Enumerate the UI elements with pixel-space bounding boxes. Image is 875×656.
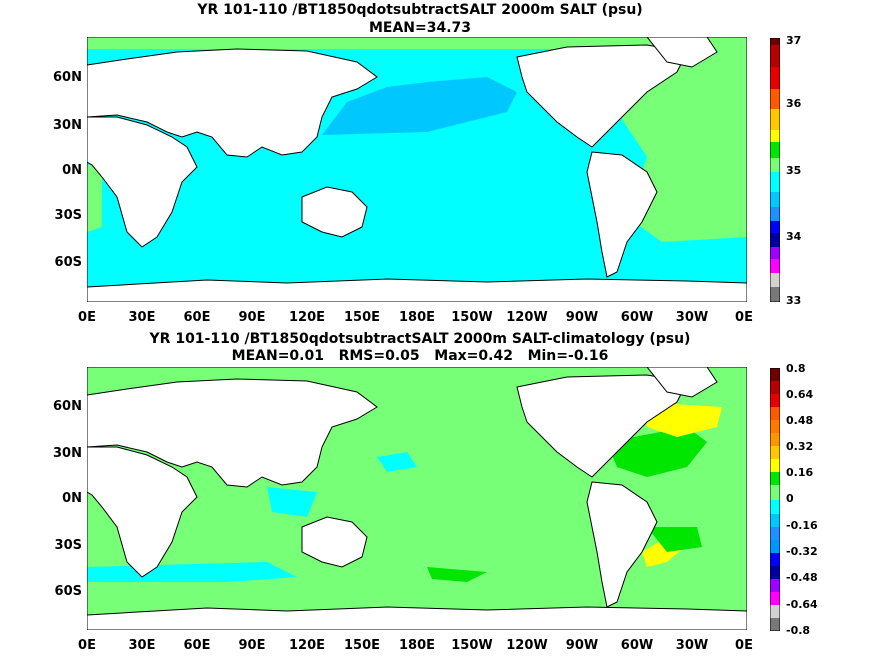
panel2-cb-0.16: 0.16 bbox=[786, 466, 814, 479]
panel1-south-america bbox=[586, 151, 658, 278]
panel1-lon-180e: 180E bbox=[398, 310, 436, 325]
panel1-lon-120e: 120E bbox=[288, 310, 326, 325]
panel2-lon-150w: 150W bbox=[451, 638, 493, 653]
panel2-lon-30w: 30W bbox=[675, 638, 709, 653]
panel1-cb-37: 37 bbox=[786, 34, 802, 47]
panel1-arctic-region bbox=[87, 37, 747, 49]
panel2-lat-60n: 60N bbox=[53, 399, 82, 414]
panel2-subtitle: MEAN=0.01 RMS=0.05 Max=0.42 Min=-0.16 bbox=[231, 348, 609, 364]
panel2-lon-30e: 30E bbox=[128, 638, 156, 653]
panel2-lon-60w: 60W bbox=[620, 638, 654, 653]
panel2-title: YR 101-110 /BT1850qdotsubtractSALT 2000m… bbox=[149, 331, 691, 347]
panel1-cb-35: 35 bbox=[786, 164, 802, 177]
panel2-map bbox=[87, 367, 747, 630]
panel2-antarctica bbox=[87, 606, 747, 630]
panel2-lon-120w: 120W bbox=[506, 638, 548, 653]
panel2-lon-120e: 120E bbox=[288, 638, 326, 653]
panel1-lon-150e: 150E bbox=[343, 310, 381, 325]
panel2-land bbox=[87, 367, 747, 630]
panel1-lon-60w: 60W bbox=[620, 310, 654, 325]
panel2-south-america bbox=[586, 481, 658, 608]
panel2-cb-neg0.8: -0.8 bbox=[786, 624, 811, 637]
panel2-lon-180e: 180E bbox=[398, 638, 436, 653]
panel2-lat-60s: 60S bbox=[54, 584, 82, 599]
panel2-eurasia bbox=[87, 378, 378, 488]
panel1-lon-90e: 90E bbox=[238, 310, 266, 325]
panel1-eurasia bbox=[87, 48, 378, 158]
panel1-lon-90w: 90W bbox=[565, 310, 599, 325]
panel1-lat-60s: 60S bbox=[54, 255, 82, 270]
panel2-lon-60e: 60E bbox=[183, 638, 211, 653]
panel1-subtitle: MEAN=34.73 bbox=[368, 20, 472, 36]
panel1-colorbar bbox=[770, 38, 780, 302]
panel2-lon-0e: 0E bbox=[78, 638, 96, 653]
panel2-cb-neg0.64: -0.64 bbox=[786, 598, 818, 611]
panel2-gulfstream-region bbox=[607, 427, 707, 477]
panel1-title: YR 101-110 /BT1850qdotsubtractSALT 2000m… bbox=[197, 2, 643, 18]
panel2-cb-0: 0 bbox=[786, 492, 794, 505]
panel1-lat-30s: 30S bbox=[54, 208, 82, 223]
panel2-lon-90e: 90E bbox=[238, 638, 266, 653]
panel2-greenland bbox=[646, 367, 718, 398]
panel2-cb-neg0.16: -0.16 bbox=[786, 519, 818, 532]
panel1-cb-34: 34 bbox=[786, 230, 802, 243]
panel1-africa bbox=[87, 116, 198, 248]
panel1-lon-150w: 150W bbox=[451, 310, 493, 325]
panel1-north-pacific-region bbox=[322, 77, 517, 135]
panel2-africa bbox=[87, 446, 198, 578]
panel2-cb-neg0.48: -0.48 bbox=[786, 571, 818, 584]
panel2-lat-0n: 0N bbox=[62, 491, 82, 506]
panel1-cb-33: 33 bbox=[786, 294, 802, 307]
panel1-lon-120w: 120W bbox=[506, 310, 548, 325]
panel2-cb-0.48: 0.48 bbox=[786, 414, 814, 427]
panel1-antarctica bbox=[87, 278, 747, 302]
panel2-cb-0.8: 0.8 bbox=[786, 362, 806, 375]
panel1-lon-30w: 30W bbox=[675, 310, 709, 325]
panel1-lon-0e: 0E bbox=[78, 310, 96, 325]
panel2-cb-neg0.32: -0.32 bbox=[786, 545, 818, 558]
panel2-australia bbox=[301, 516, 368, 568]
panel1-lon-30e: 30E bbox=[128, 310, 156, 325]
panel1-lon-60e: 60E bbox=[183, 310, 211, 325]
panel2-colorbar bbox=[770, 368, 780, 631]
panel1-lat-0n: 0N bbox=[62, 163, 82, 178]
panel1-map bbox=[87, 37, 747, 302]
panel1-lat-60n: 60N bbox=[53, 70, 82, 85]
panel2-lat-30n: 30N bbox=[53, 446, 82, 461]
panel1-lon-0e-end: 0E bbox=[735, 310, 753, 325]
panel2-lon-90w: 90W bbox=[565, 638, 599, 653]
panel1-cb-36: 36 bbox=[786, 97, 802, 110]
panel2-lat-30s: 30S bbox=[54, 538, 82, 553]
panel2-cb-0.64: 0.64 bbox=[786, 388, 814, 401]
panel1-lat-30n: 30N bbox=[53, 118, 82, 133]
panel1-australia bbox=[301, 186, 368, 238]
panel2-lon-0e-end: 0E bbox=[735, 638, 753, 653]
panel1-greenland bbox=[646, 37, 718, 68]
panel2-lon-150e: 150E bbox=[343, 638, 381, 653]
panel2-cb-0.32: 0.32 bbox=[786, 440, 814, 453]
panel1-land bbox=[87, 37, 747, 302]
panel1-west-region bbox=[87, 165, 102, 232]
